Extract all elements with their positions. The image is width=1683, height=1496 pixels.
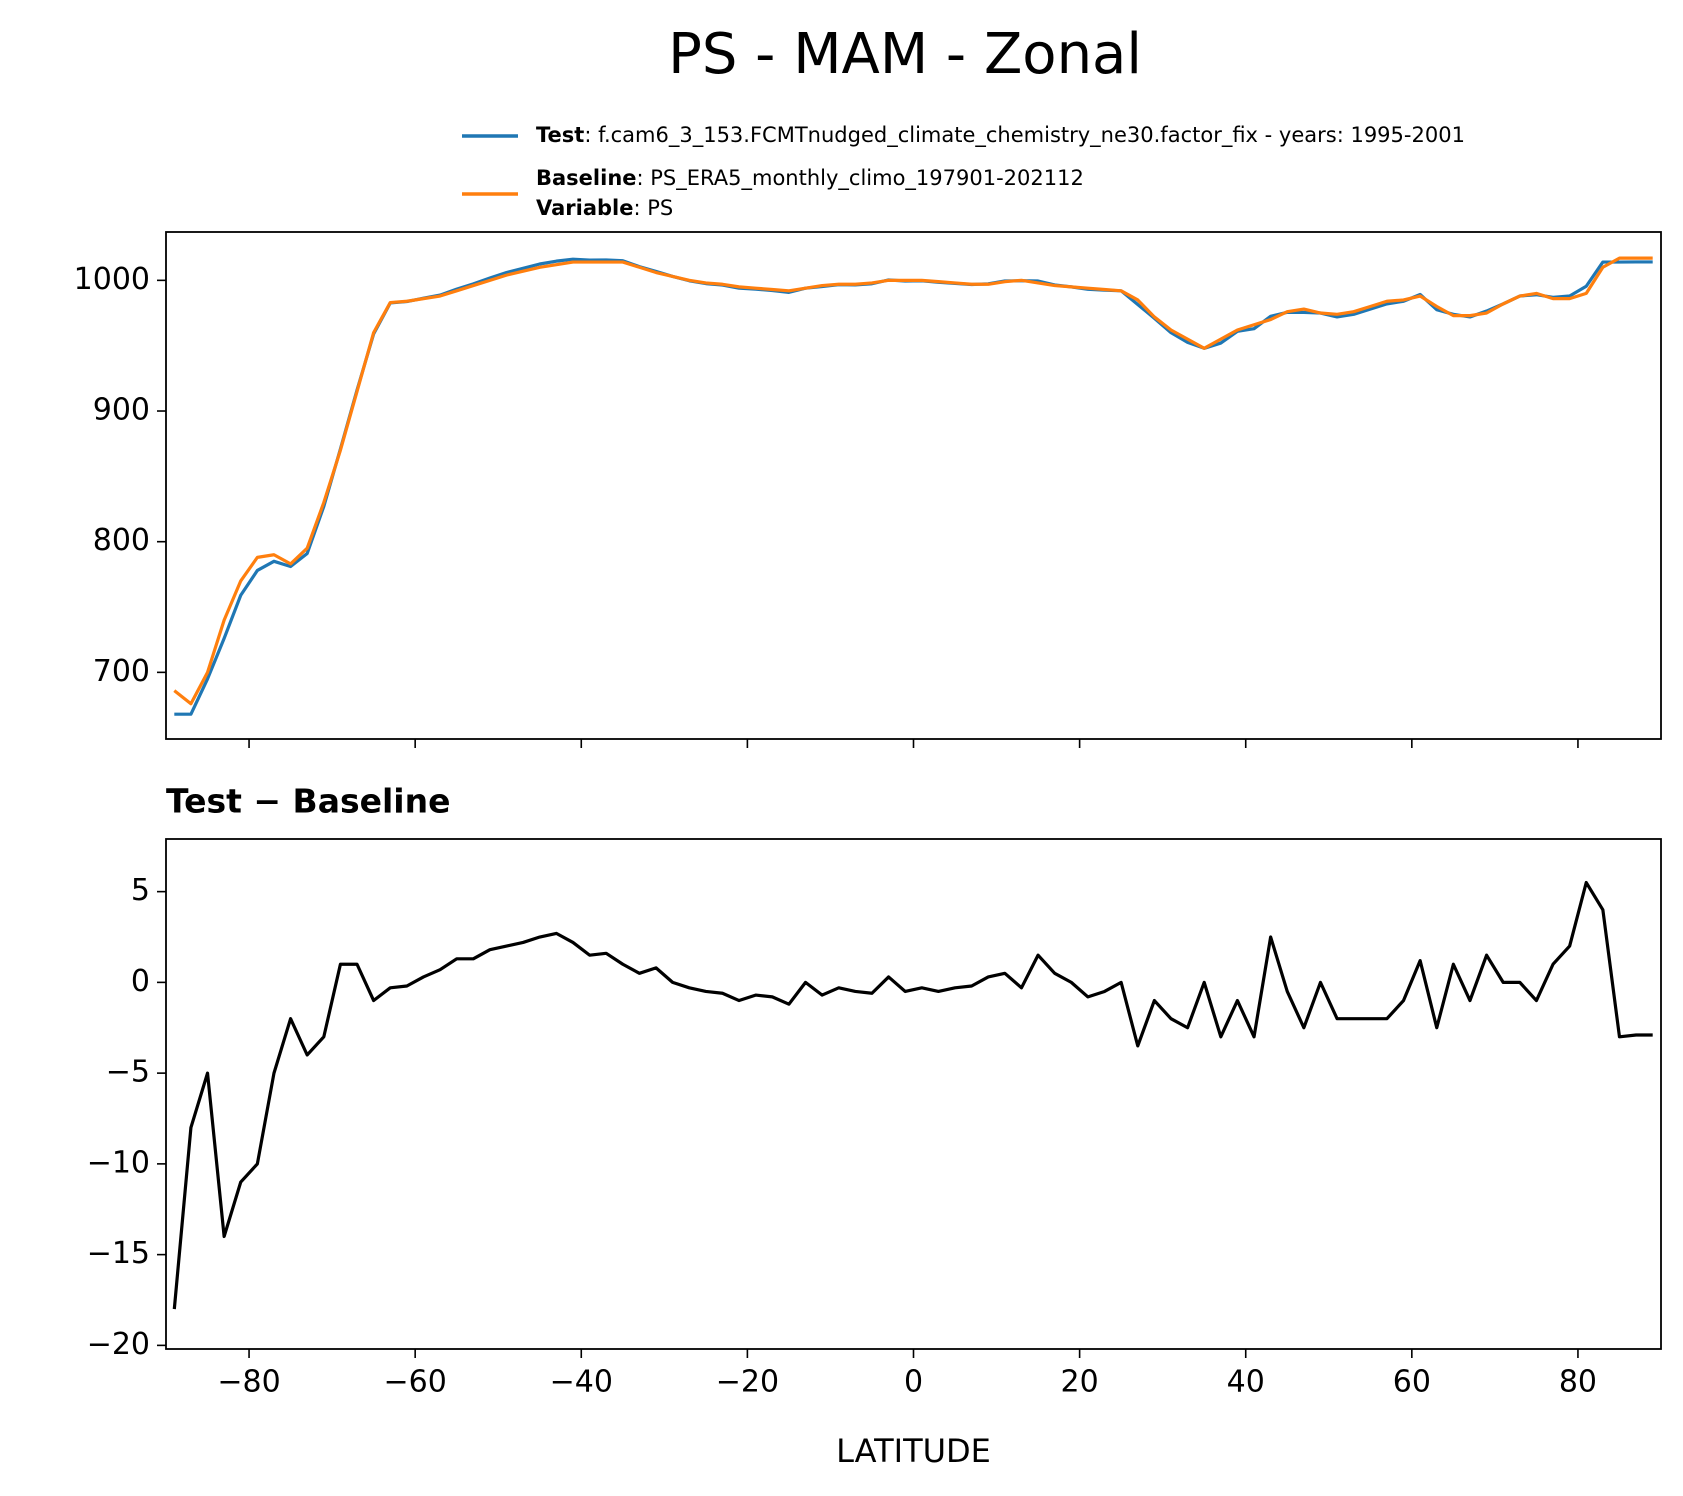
legend-label: : f.cam6_3_153.FCMTnudged_climate_chemis… <box>584 123 1465 148</box>
x-axis-label: LATITUDE <box>836 1432 991 1470</box>
plot-area <box>173 256 1653 716</box>
y-tick-label: −10 <box>87 1145 150 1180</box>
y-tick-label: −20 <box>87 1327 150 1362</box>
y-tick-label: 0 <box>131 964 150 999</box>
axes-frame <box>165 231 1662 740</box>
legend-name: Test <box>536 123 584 147</box>
figure-title: PS - MAM - Zonal <box>668 22 1142 87</box>
data-line <box>172 880 1653 1310</box>
x-tick-label: 0 <box>904 1365 923 1400</box>
x-tick-label: −80 <box>217 1365 280 1400</box>
axes-frame <box>165 838 1662 1350</box>
x-tick-label: 60 <box>1393 1365 1431 1400</box>
x-tick-label: −20 <box>716 1365 779 1400</box>
y-tick-label: −5 <box>106 1055 150 1090</box>
x-tick-label: −60 <box>384 1365 447 1400</box>
x-tick-label: −40 <box>550 1365 613 1400</box>
y-tick-label: 1000 <box>74 262 150 297</box>
y-tick-label: 700 <box>93 654 150 689</box>
legend-entry: Baseline: PS_ERA5_monthly_climo_197901-2… <box>536 166 1084 191</box>
plot-area <box>172 880 1653 1310</box>
y-tick-label: 5 <box>131 873 150 908</box>
legend-name: Variable <box>536 196 633 220</box>
x-tick-label: 80 <box>1559 1365 1597 1400</box>
legend-name: Baseline <box>536 166 637 190</box>
x-tick-label: 40 <box>1227 1365 1265 1400</box>
data-line <box>173 256 1653 706</box>
legend-label: : PS_ERA5_monthly_climo_197901-202112 <box>637 166 1084 191</box>
legend-label: : PS <box>633 196 673 220</box>
legend-entry: Test: f.cam6_3_153.FCMTnudged_climate_ch… <box>536 123 1465 148</box>
legend-entry: Variable: PS <box>536 196 673 220</box>
x-tick-label: 20 <box>1061 1365 1099 1400</box>
y-tick-label: 900 <box>93 393 150 428</box>
y-tick-label: −15 <box>87 1236 150 1271</box>
y-tick-label: 800 <box>93 523 150 558</box>
axes-title: Test − Baseline <box>166 782 451 821</box>
